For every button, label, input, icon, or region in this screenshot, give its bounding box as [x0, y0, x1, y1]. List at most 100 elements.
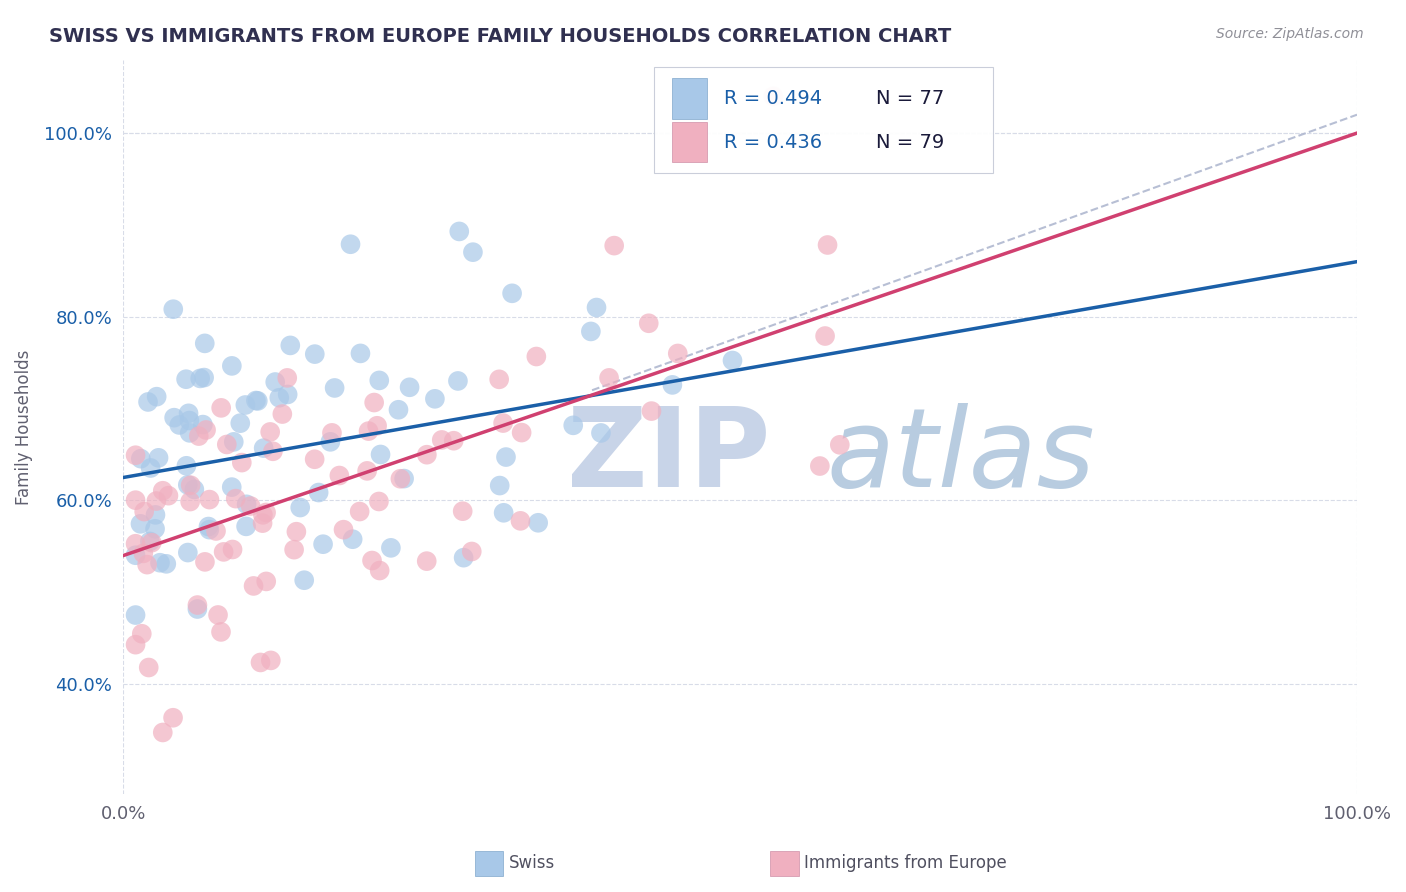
Point [283, 542, 305, 557]
Point [640, 404, 662, 418]
Point [152, 483, 174, 498]
Point [197, 519, 219, 533]
Point [368, 564, 391, 578]
Point [231, 456, 253, 470]
Point [239, 499, 262, 513]
FancyBboxPatch shape [654, 67, 993, 173]
Point [195, 423, 218, 437]
Point [447, 374, 470, 388]
Point [416, 448, 439, 462]
Point [180, 478, 202, 492]
Point [527, 516, 550, 530]
Text: R = 0.494: R = 0.494 [724, 89, 823, 108]
Point [392, 472, 415, 486]
Point [221, 359, 243, 373]
Point [145, 494, 167, 508]
Point [290, 500, 312, 515]
Point [174, 372, 197, 386]
Point [666, 346, 689, 360]
Point [136, 558, 159, 572]
Point [163, 410, 186, 425]
Point [762, 89, 785, 103]
Point [139, 461, 162, 475]
Text: Immigrants from Europe: Immigrants from Europe [804, 855, 1007, 872]
Point [179, 413, 201, 427]
Text: atlas: atlas [827, 403, 1095, 510]
Point [262, 444, 284, 458]
Point [235, 497, 257, 511]
Point [349, 346, 371, 360]
Point [209, 624, 232, 639]
Point [589, 425, 612, 440]
Point [423, 392, 446, 406]
Point [209, 401, 232, 415]
Point [254, 574, 277, 589]
Point [328, 468, 350, 483]
Point [380, 541, 402, 555]
FancyBboxPatch shape [672, 122, 707, 162]
Point [235, 519, 257, 533]
Point [129, 451, 152, 466]
Point [488, 478, 510, 492]
Point [524, 350, 547, 364]
Point [661, 378, 683, 392]
Point [271, 407, 294, 421]
Point [162, 302, 184, 317]
Point [492, 416, 515, 430]
Point [136, 395, 159, 409]
Point [124, 537, 146, 551]
Point [449, 224, 471, 238]
Text: N = 79: N = 79 [876, 133, 943, 152]
Point [276, 371, 298, 385]
Point [179, 425, 201, 440]
Point [252, 516, 274, 530]
Point [221, 542, 243, 557]
Point [162, 711, 184, 725]
Point [221, 480, 243, 494]
Point [222, 434, 245, 449]
Text: Source: ZipAtlas.com: Source: ZipAtlas.com [1216, 27, 1364, 41]
Point [277, 387, 299, 401]
Point [808, 458, 831, 473]
Point [179, 494, 201, 508]
Point [157, 489, 180, 503]
Point [186, 598, 208, 612]
Point [124, 608, 146, 623]
Point [585, 301, 607, 315]
Point [253, 441, 276, 455]
Point [176, 458, 198, 473]
Point [225, 491, 247, 506]
Point [145, 390, 167, 404]
Point [492, 506, 515, 520]
Point [254, 506, 277, 520]
Point [562, 418, 585, 433]
Point [817, 238, 839, 252]
Point [814, 329, 837, 343]
Point [368, 373, 391, 387]
Point [828, 438, 851, 452]
Point [129, 516, 152, 531]
Point [245, 393, 267, 408]
Point [194, 555, 217, 569]
Point [357, 424, 380, 438]
Point [603, 238, 626, 252]
Point [177, 545, 200, 559]
Point [366, 418, 388, 433]
Point [143, 522, 166, 536]
Point [124, 493, 146, 508]
Point [177, 406, 200, 420]
Text: Swiss: Swiss [509, 855, 555, 872]
Point [259, 425, 281, 439]
Point [356, 464, 378, 478]
Point [198, 492, 221, 507]
Point [721, 353, 744, 368]
Point [169, 417, 191, 432]
Point [389, 472, 412, 486]
Point [205, 524, 228, 538]
Point [579, 325, 602, 339]
Point [278, 338, 301, 352]
Point [398, 380, 420, 394]
Point [443, 434, 465, 448]
Point [488, 372, 510, 386]
Point [260, 653, 283, 667]
